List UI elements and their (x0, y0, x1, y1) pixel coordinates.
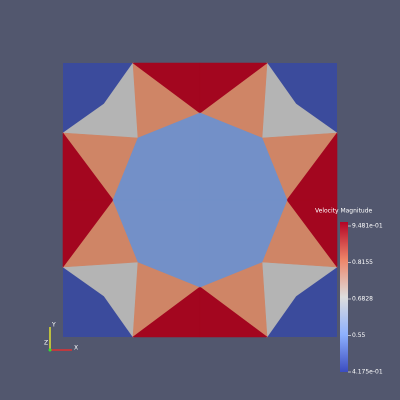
cell-red (62, 199, 114, 268)
cell-red (286, 199, 338, 268)
color-bar (340, 222, 348, 372)
x-axis-label: X (74, 345, 78, 352)
legend-label: 0.55 (352, 332, 366, 339)
y-axis-label: Y (51, 322, 56, 329)
legend-label: 0.6828 (352, 296, 373, 303)
cell-blue (199, 199, 288, 288)
legend-title: Velocity Magnitude (315, 208, 373, 215)
z-axis-label: Z (44, 340, 48, 347)
legend-labels: 9.481e-01 0.8155 0.6828 0.55 4.175e-01 (348, 223, 383, 376)
legend-label: 0.8155 (352, 259, 373, 266)
legend-label: 9.481e-01 (352, 223, 383, 230)
mesh (62, 62, 338, 338)
cell-red (199, 62, 268, 114)
legend-label: 4.175e-01 (352, 369, 383, 376)
cell-red (199, 286, 268, 338)
axes-triad: X Y Z (44, 322, 78, 352)
z-axis (48, 348, 52, 352)
